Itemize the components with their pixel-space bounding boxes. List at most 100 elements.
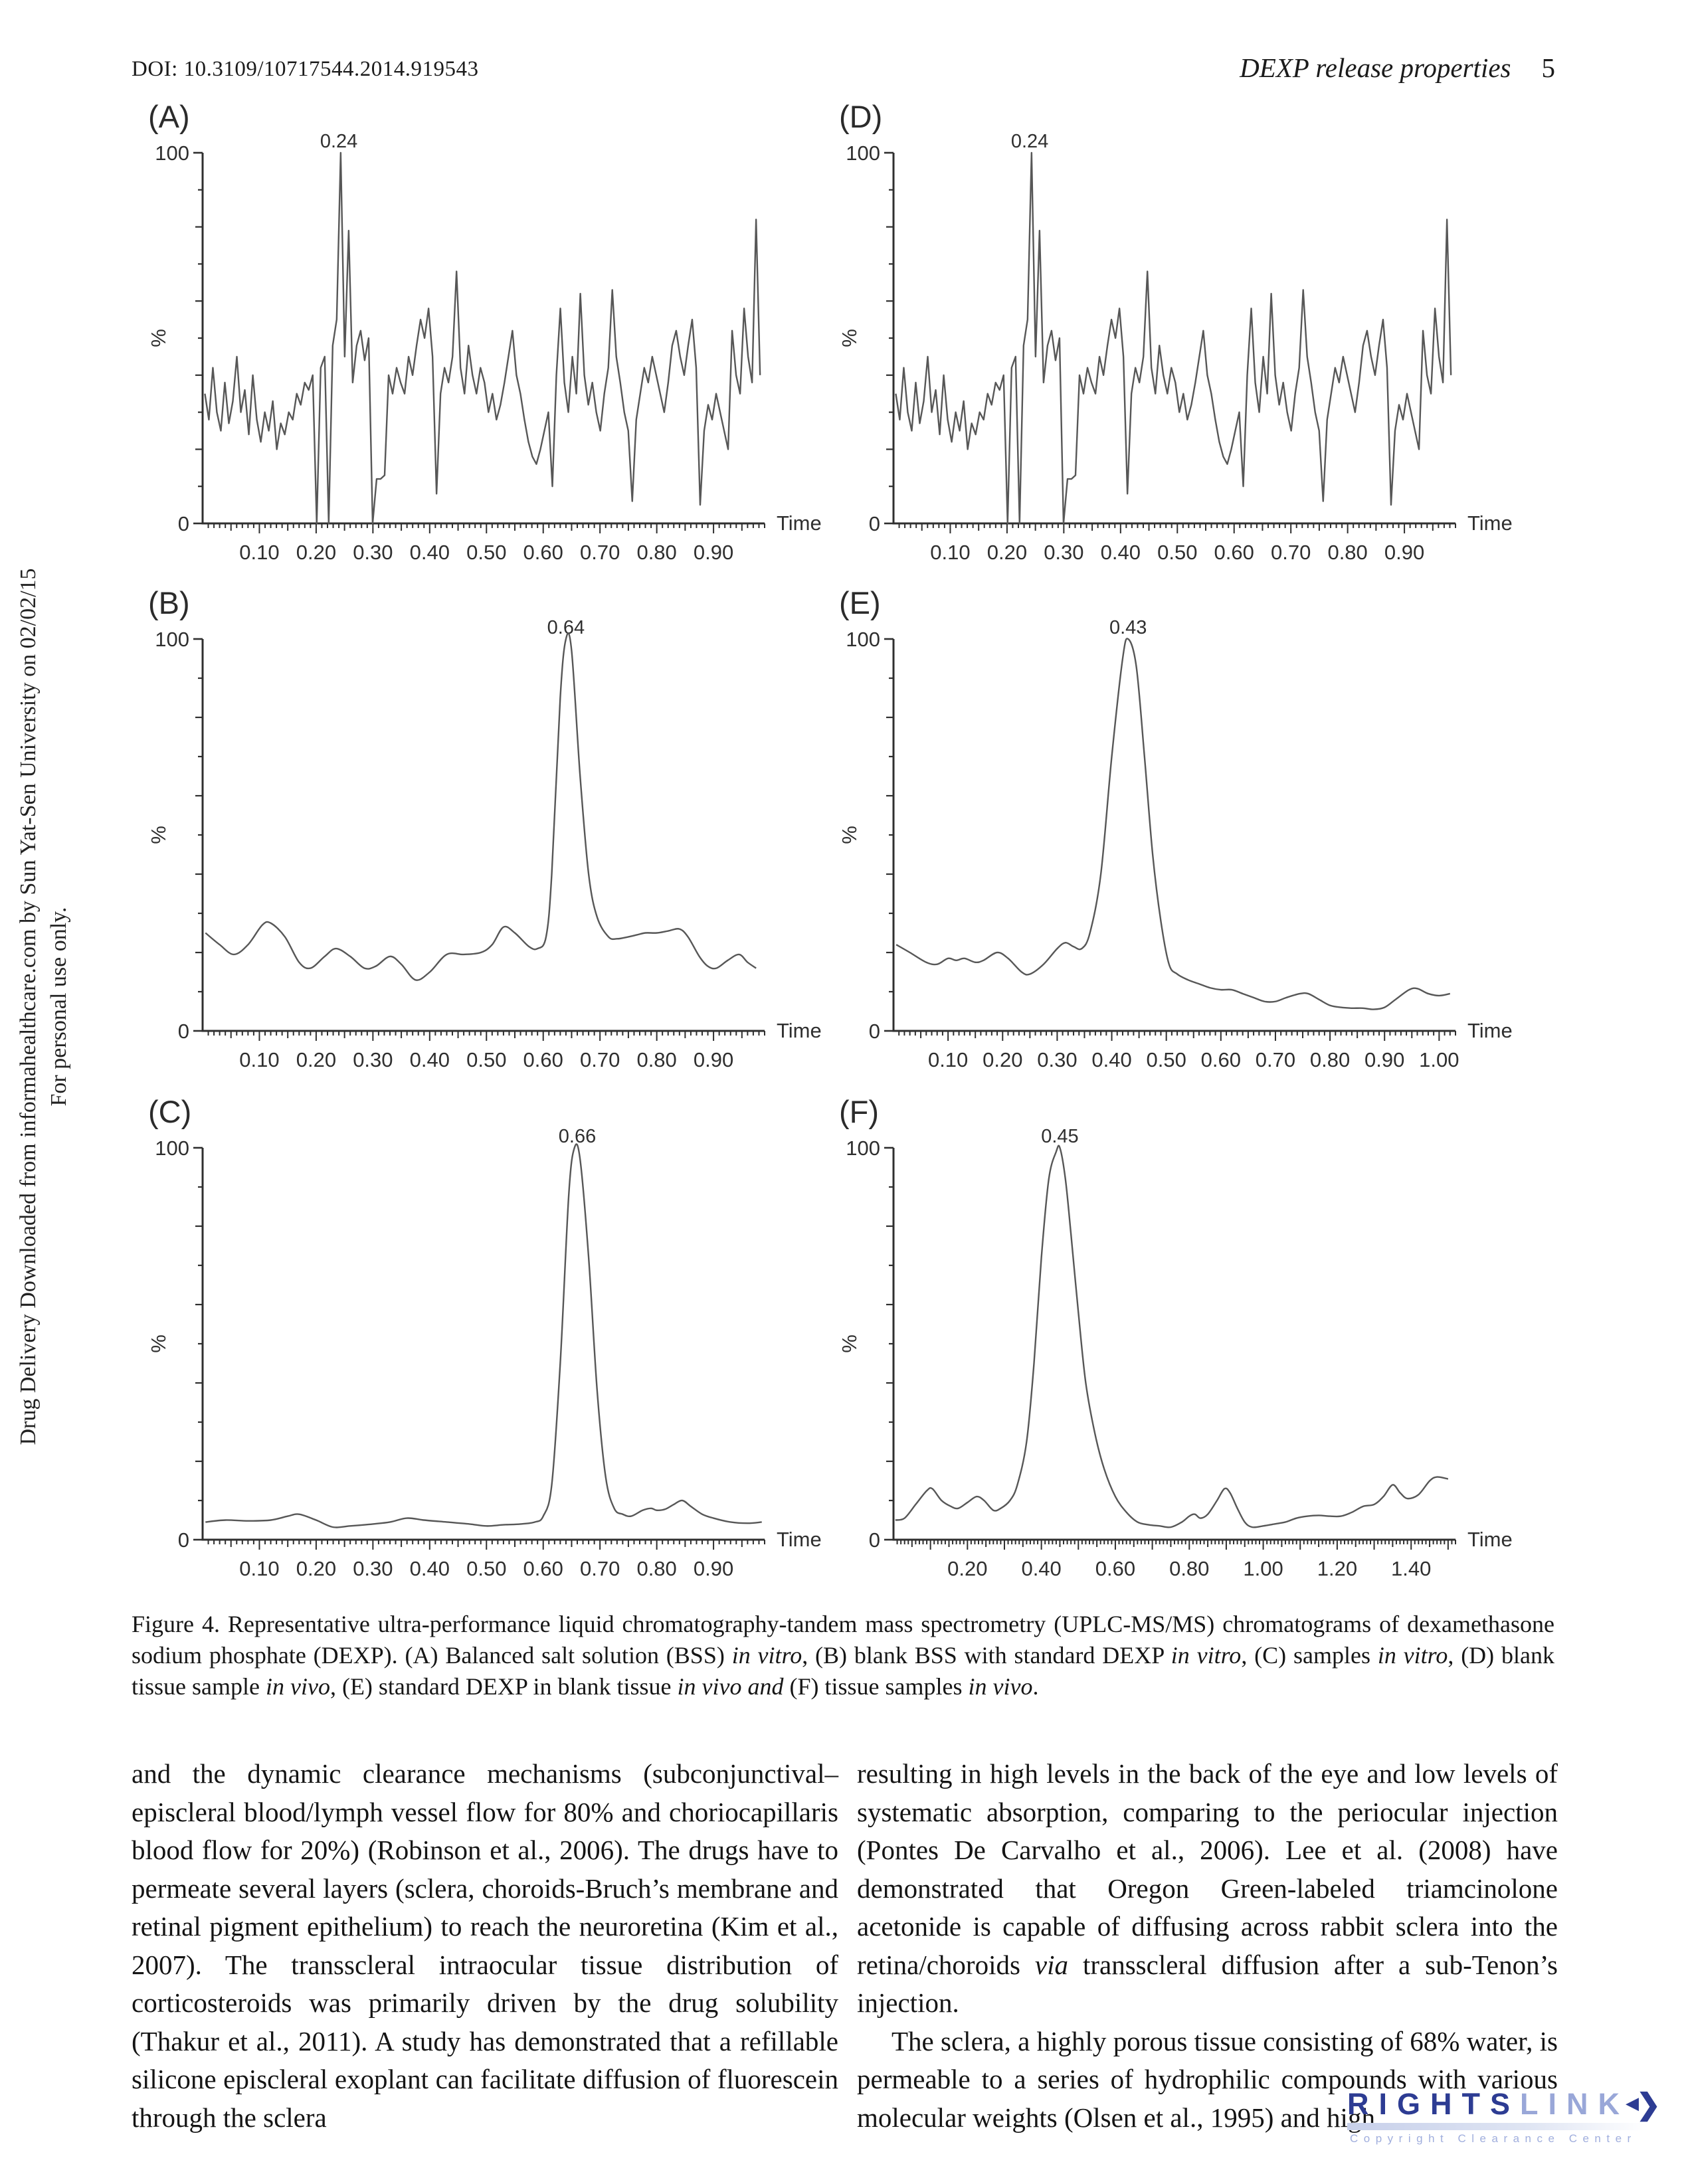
svg-text:0.24: 0.24: [320, 131, 357, 152]
rightslink-bar: [1347, 2123, 1649, 2130]
svg-text:0: 0: [178, 512, 189, 535]
svg-text:0.90: 0.90: [1364, 1048, 1404, 1071]
running-head: DEXP release properties 5: [1240, 52, 1555, 84]
svg-text:0: 0: [178, 1020, 189, 1043]
svg-text:0.10: 0.10: [928, 1048, 968, 1071]
svg-text:100: 100: [846, 1137, 880, 1160]
svg-text:Time: Time: [1467, 511, 1513, 535]
panel-label-e: (E): [839, 585, 881, 620]
svg-text:0.10: 0.10: [239, 1557, 279, 1580]
svg-text:0.40: 0.40: [1091, 1048, 1131, 1071]
chromatogram-panel-a: (A) 100 0 0.10 0.20 0.30 0.40 0.50 0.60 0.70 0.80…: [136, 98, 842, 583]
svg-text:0.30: 0.30: [353, 1557, 393, 1580]
svg-text:0.10: 0.10: [239, 541, 279, 564]
svg-text:%: %: [838, 329, 861, 347]
svg-text:0.20: 0.20: [296, 1048, 336, 1071]
figure-caption: Figure 4. Representative ultra-performan…: [132, 1611, 1554, 1700]
svg-text:0.40: 0.40: [410, 541, 450, 564]
paragraph: and the dynamic clearance mechanisms (su…: [132, 1758, 838, 2133]
svg-text:0.20: 0.20: [296, 541, 336, 564]
figure-4: (A) 100 0 0.10 0.20 0.30 0.40 0.50 0.60 0.70 0.80…: [136, 98, 1533, 1580]
svg-text:0.50: 0.50: [1157, 541, 1197, 564]
svg-text:0.70: 0.70: [580, 1557, 620, 1580]
rightslink-chevron-icon: ❯: [1636, 2088, 1661, 2121]
rightslink-logo: RIGHTSLINK◀❯ Copyright Clearance Center: [1347, 2087, 1683, 2145]
svg-text:0.80: 0.80: [636, 1048, 676, 1071]
svg-text:0.50: 0.50: [466, 541, 506, 564]
svg-text:0.40: 0.40: [1021, 1557, 1061, 1580]
rightslink-link-text: LINK: [1520, 2087, 1630, 2121]
svg-text:100: 100: [155, 628, 189, 651]
svg-text:Time: Time: [1467, 1528, 1513, 1551]
panel-label-b: (B): [148, 585, 190, 620]
svg-text:Time: Time: [1467, 1019, 1513, 1042]
svg-text:0.60: 0.60: [523, 1048, 563, 1071]
svg-text:0: 0: [869, 1020, 880, 1043]
svg-text:0.66: 0.66: [559, 1126, 596, 1147]
svg-text:100: 100: [846, 141, 880, 165]
rightslink-copyright-text: Copyright Clearance Center: [1350, 2132, 1637, 2145]
svg-text:0: 0: [178, 1528, 189, 1552]
svg-text:0.50: 0.50: [466, 1048, 506, 1071]
panel-label-f: (F): [839, 1094, 880, 1129]
chromatogram-panel-d: (D) 100 0 0.10 0.20 0.30 0.40 0.50 0.60 0.70 0.80…: [827, 98, 1533, 583]
svg-text:0.43: 0.43: [1109, 617, 1147, 638]
running-title: DEXP release properties: [1240, 52, 1511, 83]
rightslink-rights-text: RIGHTS: [1347, 2087, 1521, 2121]
svg-text:0.80: 0.80: [1327, 541, 1367, 564]
svg-text:%: %: [838, 826, 861, 844]
svg-text:1.40: 1.40: [1391, 1557, 1431, 1580]
svg-text:0.70: 0.70: [580, 1048, 620, 1071]
svg-text:0.64: 0.64: [547, 617, 585, 638]
rightslink-left-triangle-icon: ◀: [1626, 2093, 1640, 2113]
svg-text:0.30: 0.30: [1044, 541, 1083, 564]
svg-text:0.30: 0.30: [353, 1048, 393, 1071]
svg-text:0.10: 0.10: [239, 1048, 279, 1071]
chromatogram-chart-f: 100 0 0.20 0.40 0.60 0.80 1.00 1.20 1.40% Time 0.4…: [838, 1126, 1513, 1580]
svg-text:0.24: 0.24: [1011, 131, 1048, 152]
svg-text:0.30: 0.30: [1037, 1048, 1077, 1071]
body-right-column: resulting in high levels in the back of …: [857, 1755, 1558, 2137]
svg-text:Time: Time: [777, 1528, 822, 1551]
panel-label-d: (D): [839, 99, 883, 134]
svg-text:0.40: 0.40: [410, 1048, 450, 1071]
svg-text:0.80: 0.80: [1310, 1048, 1350, 1071]
svg-text:%: %: [838, 1334, 861, 1353]
chromatogram-chart-e: 100 0 0.10 0.20 0.30 0.40 0.50 0.60 0.70 0.80 0.90…: [838, 617, 1513, 1071]
svg-text:0.20: 0.20: [296, 1557, 336, 1580]
paragraph: The sclera, a highly porous tissue consi…: [857, 2025, 1558, 2133]
doi-text: DOI: 10.3109/10717544.2014.919543: [132, 57, 479, 81]
svg-text:0: 0: [869, 1528, 880, 1552]
svg-text:0.90: 0.90: [694, 1048, 733, 1071]
svg-text:0.50: 0.50: [1147, 1048, 1186, 1071]
chromatogram-chart-c: 100 0 0.10 0.20 0.30 0.40 0.50 0.60 0.70 0.80 0.90…: [147, 1126, 822, 1580]
svg-text:Time: Time: [777, 1019, 822, 1042]
chromatogram-chart-b: 100 0 0.10 0.20 0.30 0.40 0.50 0.60 0.70 0.80 0.90…: [147, 617, 822, 1071]
svg-text:0.45: 0.45: [1041, 1126, 1078, 1147]
svg-text:%: %: [147, 329, 170, 347]
svg-text:0.60: 0.60: [1201, 1048, 1241, 1071]
panel-label-a: (A): [148, 99, 190, 134]
svg-text:1.20: 1.20: [1317, 1557, 1357, 1580]
svg-text:0.70: 0.70: [580, 541, 620, 564]
svg-text:0: 0: [869, 512, 880, 535]
panel-label-c: (C): [148, 1094, 192, 1129]
svg-text:0.80: 0.80: [636, 541, 676, 564]
svg-text:0.50: 0.50: [466, 1557, 506, 1580]
svg-text:100: 100: [155, 1137, 189, 1160]
svg-text:0.70: 0.70: [1256, 1048, 1295, 1071]
svg-text:0.60: 0.60: [1095, 1557, 1135, 1580]
svg-text:%: %: [147, 826, 170, 844]
chromatogram-panel-e: (E) 100 0 0.10 0.20 0.30 0.40 0.50 0.60 0.70 0.80…: [827, 585, 1533, 1091]
svg-text:0.90: 0.90: [694, 1557, 733, 1580]
paragraph: resulting in high levels in the back of …: [857, 1758, 1558, 2018]
svg-text:0.60: 0.60: [523, 1557, 563, 1580]
body-left-column: and the dynamic clearance mechanisms (su…: [132, 1755, 838, 2137]
svg-text:0.80: 0.80: [636, 1557, 676, 1580]
svg-text:0.60: 0.60: [523, 541, 563, 564]
svg-text:0.40: 0.40: [1101, 541, 1141, 564]
svg-text:1.00: 1.00: [1243, 1557, 1283, 1580]
svg-text:0.90: 0.90: [694, 541, 733, 564]
svg-text:0.30: 0.30: [353, 541, 393, 564]
